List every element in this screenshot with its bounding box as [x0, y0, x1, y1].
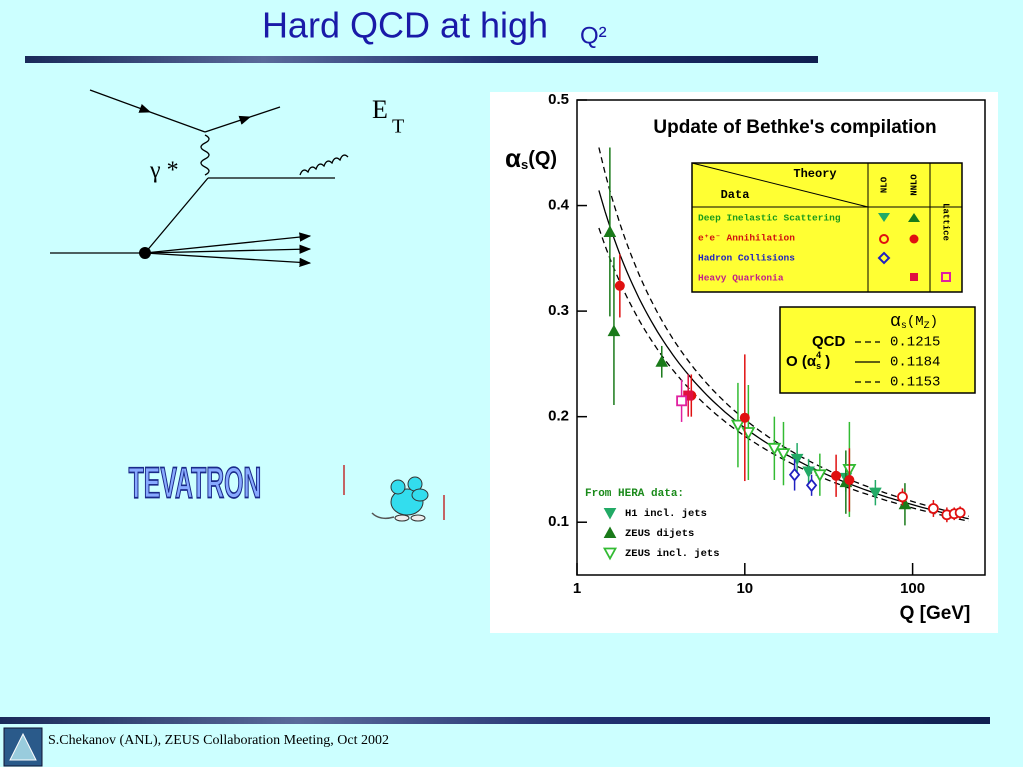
- logo-mark: [9, 732, 37, 761]
- mouse-clipart: [371, 476, 429, 522]
- table-rule: [691, 162, 869, 208]
- table-column: NNLO: [909, 174, 919, 196]
- legend-marker: [603, 526, 617, 538]
- order-part: ): [821, 353, 830, 370]
- alphas-qcd: QCD: [812, 333, 846, 350]
- chart-title: Update of Bethke's compilation: [653, 117, 936, 138]
- data-point: [788, 467, 801, 482]
- title-rule: [25, 56, 818, 63]
- alphas-box: [779, 306, 976, 394]
- y-tick-label: 0.5: [548, 91, 569, 108]
- order-part: s: [816, 361, 821, 371]
- y-axis-label: αs(Q): [505, 143, 557, 173]
- feynman-diagram: [50, 89, 349, 268]
- legend-table-box: [691, 162, 963, 293]
- table-row-label: e⁺e⁻ Annihilation: [698, 233, 795, 244]
- table-data: Data: [721, 188, 750, 202]
- data-point: [805, 478, 818, 493]
- data-point: [927, 503, 939, 514]
- data-point: [869, 487, 882, 500]
- y-tick-label: 0.2: [548, 408, 569, 425]
- data-point: [739, 412, 750, 423]
- header-part: (M: [907, 314, 924, 330]
- et-label: E: [372, 95, 388, 124]
- y-tick-label: 0.3: [548, 302, 569, 319]
- curve-legend-value: 0.1215: [890, 335, 940, 351]
- data-point: [812, 469, 827, 483]
- table-row-label: Deep Inelastic Scattering: [698, 213, 841, 224]
- table-row-label: Hadron Collisions: [698, 253, 795, 264]
- order-part: 4: [816, 350, 821, 360]
- data-point: [844, 475, 855, 485]
- header-part: α: [890, 312, 901, 332]
- legend-label: ZEUS incl. jets: [625, 548, 720, 560]
- data-point: [776, 448, 791, 461]
- data-point: [655, 355, 669, 367]
- data-point: [802, 466, 815, 479]
- legend-marker: [602, 547, 618, 561]
- footer-rule: [0, 717, 990, 724]
- y-label-sub: s: [521, 157, 528, 172]
- y-tick-label: 0.4: [548, 197, 570, 214]
- x-tick-label: 10: [736, 580, 753, 597]
- data-point: [607, 324, 621, 337]
- hera-legend-title: From HERA data:: [585, 488, 684, 500]
- x-tick-label: 1: [573, 580, 581, 597]
- x-axis-label: Q [GeV]: [900, 603, 971, 624]
- y-label-arg: (Q): [528, 148, 557, 170]
- curve-legend-value: 0.1153: [890, 375, 940, 391]
- y-label-symbol: α: [505, 143, 521, 173]
- et-subscript: T: [392, 116, 404, 138]
- alphas-order: O (αs4 ): [786, 350, 830, 371]
- plot-frame: [576, 99, 986, 576]
- data-point: [831, 470, 842, 481]
- vertex: [139, 247, 151, 259]
- table-column: Lattice: [941, 203, 951, 241]
- header-part: s: [901, 321, 907, 332]
- data-point: [954, 507, 966, 519]
- data-point: [741, 427, 756, 440]
- x-tick-label: 100: [900, 580, 925, 597]
- data-point: [897, 491, 908, 503]
- table-symbols: [877, 213, 951, 282]
- table-column: NLO: [879, 176, 889, 193]
- table-theory: Theory: [793, 167, 836, 181]
- order-part: O (α: [786, 353, 817, 370]
- footer-text: S.Chekanov (ANL), ZEUS Collaboration Mee…: [48, 733, 389, 748]
- legend-label: ZEUS dijets: [625, 528, 694, 540]
- data-point: [603, 225, 617, 237]
- tevatron-wordart: TEVATRON: [129, 458, 262, 507]
- legend-label: H1 incl. jets: [625, 508, 707, 520]
- alphas-header: αs(MZ): [890, 312, 938, 332]
- chart: Update of Bethke's compilation αs(Q) Q […: [505, 91, 986, 624]
- header-part: Z: [924, 321, 930, 332]
- curve-legend-value: 0.1184: [890, 355, 940, 371]
- data-point: [730, 419, 745, 433]
- y-tick-label: 0.1: [548, 513, 569, 530]
- data-point: [614, 280, 625, 291]
- data-point: [676, 395, 687, 407]
- table-row-label: Heavy Quarkonia: [698, 273, 784, 284]
- slide-title-suffix: Q²: [580, 22, 607, 49]
- slide-title: Hard QCD at high: [262, 5, 548, 46]
- photon-label: γ *: [149, 158, 179, 184]
- header-part: ): [930, 314, 938, 330]
- legend-marker: [603, 508, 617, 520]
